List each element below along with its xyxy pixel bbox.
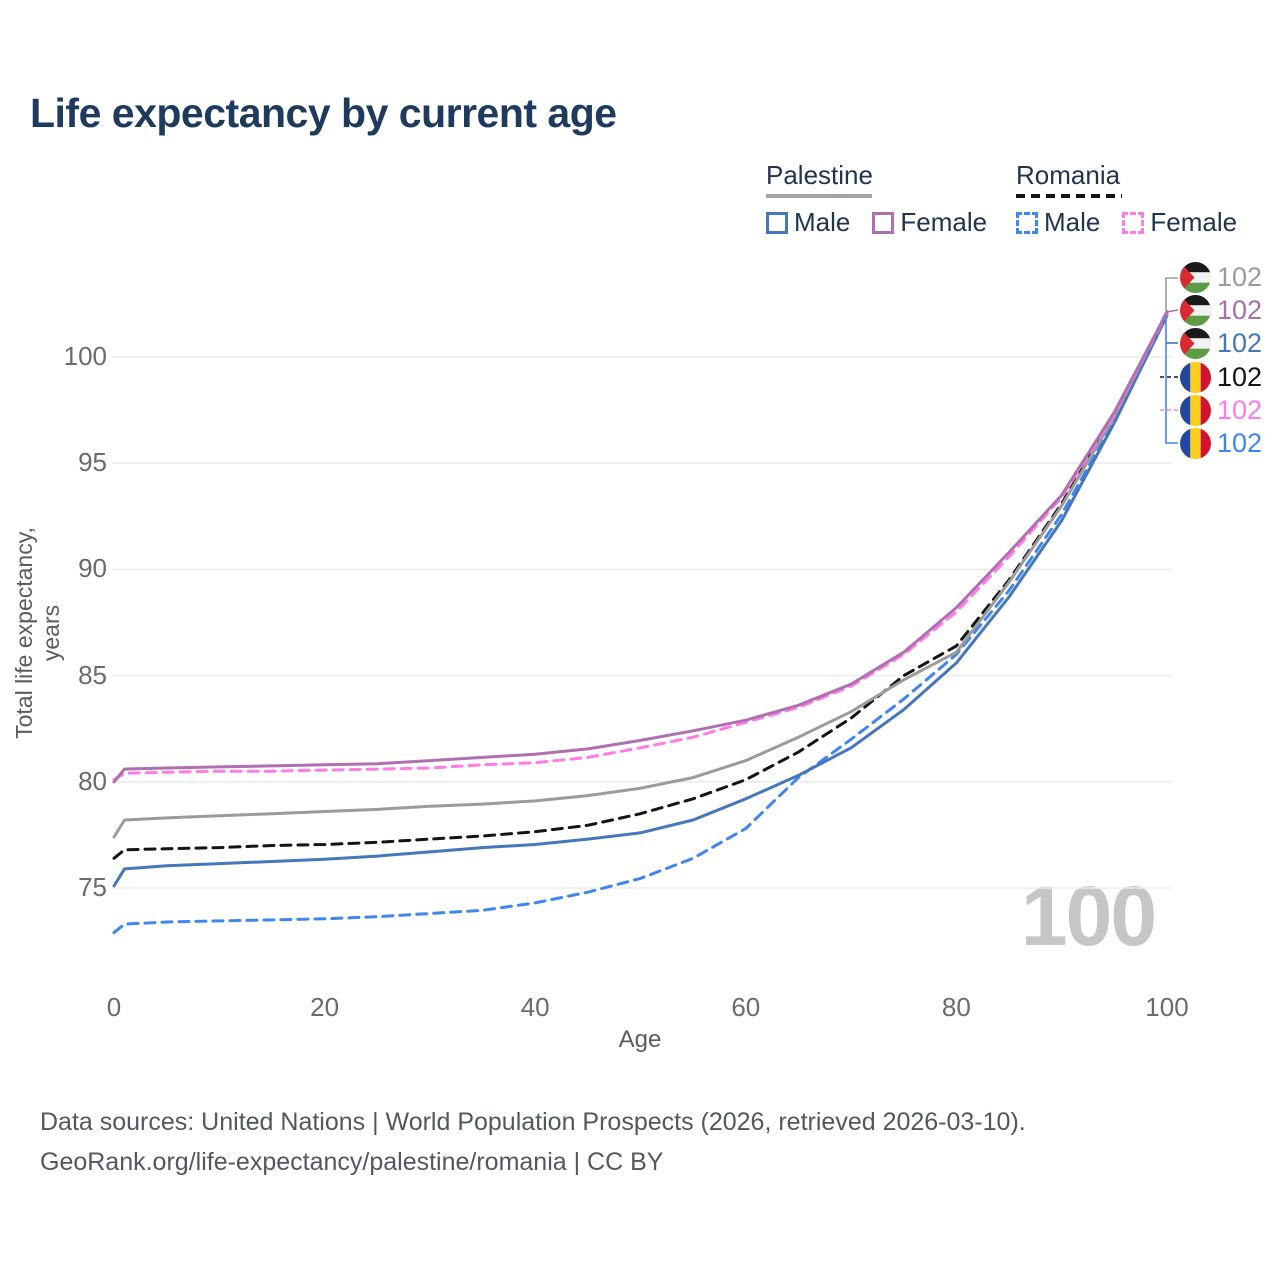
end-label-palestine-male: 102 (1180, 327, 1262, 359)
legend-swatch-palestine-male[interactable] (766, 211, 788, 234)
end-value-palestine-total: 102 (1217, 261, 1263, 292)
legend-country-palestine[interactable]: Palestine (766, 160, 873, 190)
legend-label-romania-male[interactable]: Male (1044, 207, 1101, 237)
palestine-flag-icon (1180, 294, 1211, 326)
series-line-palestine-total[interactable] (112, 309, 1169, 839)
legend-swatch-romania-female[interactable] (1122, 211, 1145, 234)
series-line-romania-total[interactable] (112, 310, 1169, 860)
end-value-palestine-female: 102 (1217, 294, 1263, 325)
footer-attribution-link[interactable]: GeoRank.org/life-expectancy/palestine/ro… (40, 1148, 664, 1176)
y-tick-95: 95 (78, 447, 107, 478)
x-tick-60: 60 (731, 992, 761, 1022)
legend-group-palestine: Palestine Male Female (766, 160, 1003, 238)
end-label-palestine-total: 102 (1180, 261, 1262, 293)
legend-swatch-romania-male[interactable] (1016, 211, 1038, 234)
leader-palestine-female (1165, 309, 1179, 313)
y-tick-100: 100 (63, 341, 107, 371)
palestine-flag-icon (1180, 261, 1211, 293)
footer-data-sources: Data sources: United Nations | World Pop… (40, 1108, 1026, 1136)
palestine-flag-icon (1180, 327, 1211, 359)
y-tick-85: 85 (78, 659, 107, 690)
x-tick-40: 40 (520, 992, 550, 1022)
series-line-romania-female[interactable] (112, 312, 1169, 782)
x-tick-0: 0 (106, 992, 122, 1022)
end-value-palestine-male: 102 (1217, 327, 1263, 358)
legend-group-romania: Romania Male Female (1016, 160, 1253, 238)
end-label-palestine-female: 102 (1180, 294, 1262, 326)
y-tick-90: 90 (78, 553, 107, 584)
x-tick-100: 100 (1145, 992, 1189, 1022)
age-counter-watermark: 100 (1020, 869, 1157, 963)
page-title: Life expectancy by current age (30, 90, 617, 136)
romania-flag-icon (1180, 361, 1211, 393)
x-tick-20: 20 (310, 992, 340, 1022)
legend-swatch-palestine-female[interactable] (872, 211, 895, 234)
series-line-romania-male[interactable] (112, 313, 1169, 935)
legend-country-romania[interactable]: Romania (1016, 160, 1121, 190)
series-line-palestine-female[interactable] (112, 310, 1169, 784)
series-line-palestine-male[interactable] (112, 314, 1169, 888)
end-value-romania-total: 102 (1217, 361, 1263, 392)
legend-label-palestine-female[interactable]: Female (900, 207, 988, 237)
y-tick-75: 75 (78, 872, 107, 902)
legend-underline-palestine (766, 194, 872, 198)
x-tick-80: 80 (941, 992, 971, 1022)
leader-romania-male (1165, 316, 1178, 444)
leader-palestine-total (1165, 277, 1178, 312)
legend-label-palestine-male[interactable]: Male (794, 207, 851, 237)
legend-label-romania-female[interactable]: Female (1150, 207, 1238, 237)
end-label-romania-male: 102 (1180, 427, 1262, 459)
end-label-romania-total: 102 (1180, 361, 1262, 393)
end-label-romania-female: 102 (1180, 394, 1262, 426)
romania-flag-icon (1180, 427, 1211, 459)
end-value-romania-male: 102 (1217, 427, 1263, 458)
legend-underline-romania (1016, 194, 1122, 198)
x-axis-title: Age (618, 1026, 662, 1053)
end-value-romania-female: 102 (1217, 394, 1263, 425)
romania-flag-icon (1180, 394, 1211, 426)
y-tick-80: 80 (78, 765, 107, 796)
